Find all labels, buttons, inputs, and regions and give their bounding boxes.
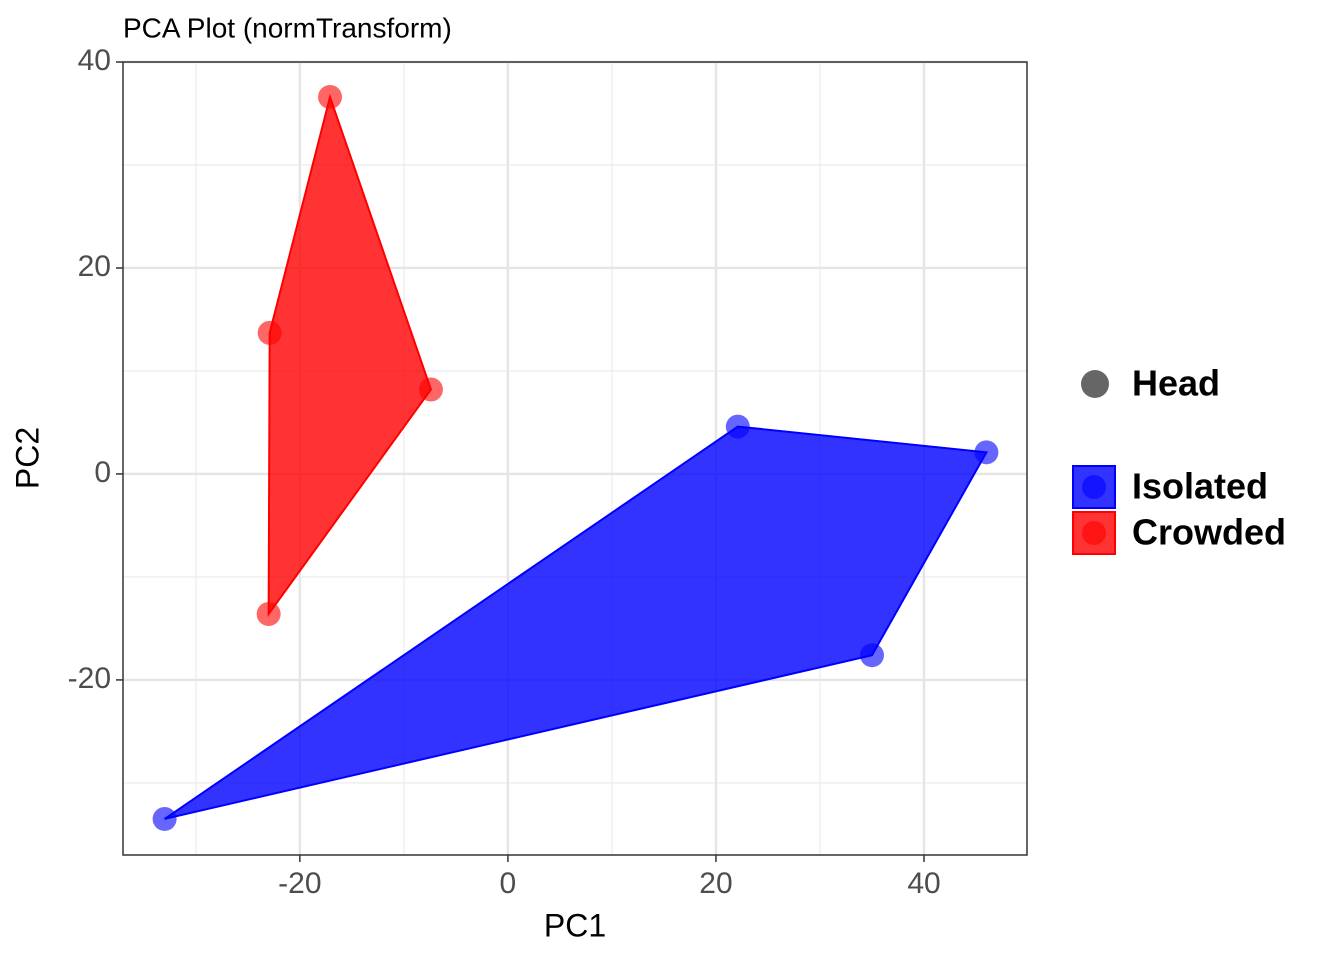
legend-key-point — [1082, 475, 1106, 499]
point — [418, 377, 443, 402]
legend-label: Head — [1132, 363, 1220, 404]
y-tick-label: 20 — [78, 250, 111, 283]
y-axis-label: PC2 — [9, 427, 45, 489]
x-tick-label: -20 — [278, 867, 321, 900]
hull-area — [267, 93, 433, 618]
legend-label: Crowded — [1132, 512, 1286, 553]
y-tick-label: 40 — [78, 44, 111, 77]
chart-title: PCA Plot (normTransform) — [123, 12, 452, 43]
plot-border — [122, 61, 1028, 856]
y-tick-label: 0 — [94, 456, 111, 489]
x-tick-label: 0 — [500, 867, 517, 900]
x-axis-label: PC1 — [544, 907, 606, 943]
y-tick-label: -20 — [68, 662, 111, 695]
legend-shape-key — [1081, 370, 1109, 398]
legend-label: Isolated — [1132, 466, 1268, 507]
x-tick-label: 40 — [907, 867, 940, 900]
x-tick-label: 20 — [699, 867, 732, 900]
point — [257, 320, 282, 345]
legend-key-point — [1082, 521, 1106, 545]
point — [974, 440, 999, 465]
point — [152, 806, 177, 831]
point — [318, 85, 343, 110]
point — [859, 643, 884, 668]
point — [725, 414, 750, 439]
point — [256, 602, 281, 627]
